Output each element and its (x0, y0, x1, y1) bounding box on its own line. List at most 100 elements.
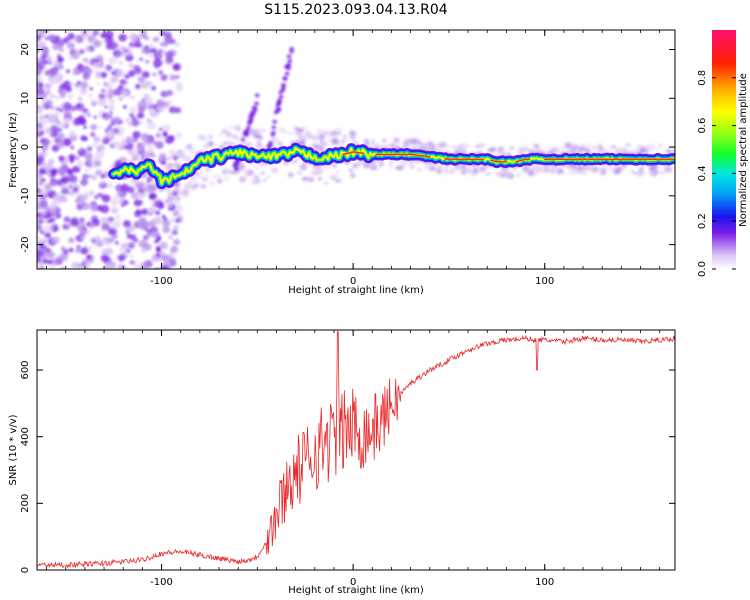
noise-blob (40, 230, 45, 235)
noise-blob (109, 197, 119, 206)
noise-blob (143, 243, 152, 251)
noise-blob (150, 47, 157, 54)
noise-blob (100, 193, 107, 200)
noise-blob (55, 107, 60, 111)
halo-blob (183, 183, 192, 190)
snr-xlabel: Height of straight line (km) (288, 585, 424, 596)
noise-blob (70, 145, 75, 150)
branch-blob (152, 312, 157, 316)
branch-blob (154, 296, 159, 300)
noise-blob (137, 100, 147, 110)
noise-blob (76, 80, 81, 85)
branch-blob (156, 236, 162, 241)
halo-blob (445, 143, 451, 148)
halo-blob (551, 168, 558, 174)
halo-blob (663, 166, 670, 172)
branch-blob (155, 267, 160, 269)
noise-blob (147, 211, 153, 217)
noise-blob (44, 224, 53, 233)
noise-blob (122, 138, 126, 142)
noise-blob (61, 175, 69, 183)
halo-blob (474, 144, 479, 148)
halo-blob (149, 181, 155, 186)
noise-blob (103, 136, 107, 141)
halo-blob (541, 168, 548, 174)
noise-blob (128, 136, 135, 143)
noise-blob (93, 194, 99, 200)
halo-blob (307, 176, 315, 183)
noise-blob (49, 205, 58, 214)
noise-blob (105, 182, 113, 189)
noise-blob (37, 180, 44, 187)
halo-blob (650, 164, 658, 170)
noise-blob (118, 60, 123, 65)
noise-blob (104, 90, 110, 96)
noise-blob (133, 238, 139, 243)
halo-blob (522, 166, 529, 172)
noise-blob (76, 103, 81, 108)
spectrogram-blobs (37, 30, 675, 490)
halo-blob (564, 164, 570, 169)
noise-blob (85, 167, 90, 173)
noise-blob (46, 259, 53, 265)
halo-blob (133, 192, 139, 196)
halo-blob (233, 124, 242, 131)
noise-blob (132, 64, 141, 72)
noise-blob (169, 217, 177, 224)
noise-blob (80, 246, 90, 255)
noise-blob (71, 261, 80, 269)
halo-blob (174, 158, 178, 161)
noise-blob (58, 122, 67, 129)
halo-blob (349, 135, 356, 141)
branch-blob (143, 486, 148, 490)
noise-blob (60, 187, 70, 195)
halo-blob (329, 174, 337, 181)
halo-blob (312, 146, 317, 149)
noise-blob (104, 105, 108, 109)
noise-blob (52, 42, 61, 51)
halo-blob (223, 176, 229, 181)
noise-blob (123, 200, 129, 206)
noise-blob (108, 105, 115, 111)
noise-blob (64, 250, 69, 255)
halo-blob (215, 173, 221, 178)
noise-blob (101, 222, 110, 231)
snr-xtick-label: 100 (535, 577, 554, 588)
halo-blob (390, 143, 395, 148)
ridge-core (490, 159, 507, 163)
halo-blob (212, 175, 216, 179)
halo-blob (362, 139, 366, 142)
branch-blob (153, 293, 158, 297)
noise-blob (157, 49, 163, 54)
noise-blob (39, 266, 45, 269)
noise-blob (174, 41, 181, 48)
noise-blob (76, 160, 84, 168)
noise-blob (162, 219, 171, 228)
noise-blob (152, 36, 160, 43)
halo-blob (336, 169, 340, 173)
halo-blob (263, 178, 267, 182)
noise-blob (148, 53, 153, 57)
ridge-core (515, 158, 530, 163)
halo-blob (319, 139, 324, 144)
noise-blob (76, 156, 80, 160)
halo-blob (301, 176, 308, 182)
noise-blob (77, 96, 83, 102)
halo-blob (169, 197, 177, 203)
halo-blob (350, 172, 354, 175)
noise-blob (148, 108, 152, 111)
spectrogram-ytick-label: 20 (20, 43, 31, 56)
noise-blob (37, 87, 45, 96)
noise-blob (37, 93, 43, 99)
branch-blob (151, 333, 156, 337)
halo-blob (521, 144, 525, 148)
halo-blob (255, 143, 263, 150)
noise-blob (175, 132, 183, 139)
halo-blob (133, 182, 137, 185)
noise-blob (151, 188, 156, 192)
noise-blob (78, 48, 85, 55)
halo-blob (190, 187, 195, 191)
spectrogram-ytick-label: 10 (20, 92, 31, 105)
noise-blob (38, 82, 44, 88)
noise-blob (63, 117, 72, 125)
